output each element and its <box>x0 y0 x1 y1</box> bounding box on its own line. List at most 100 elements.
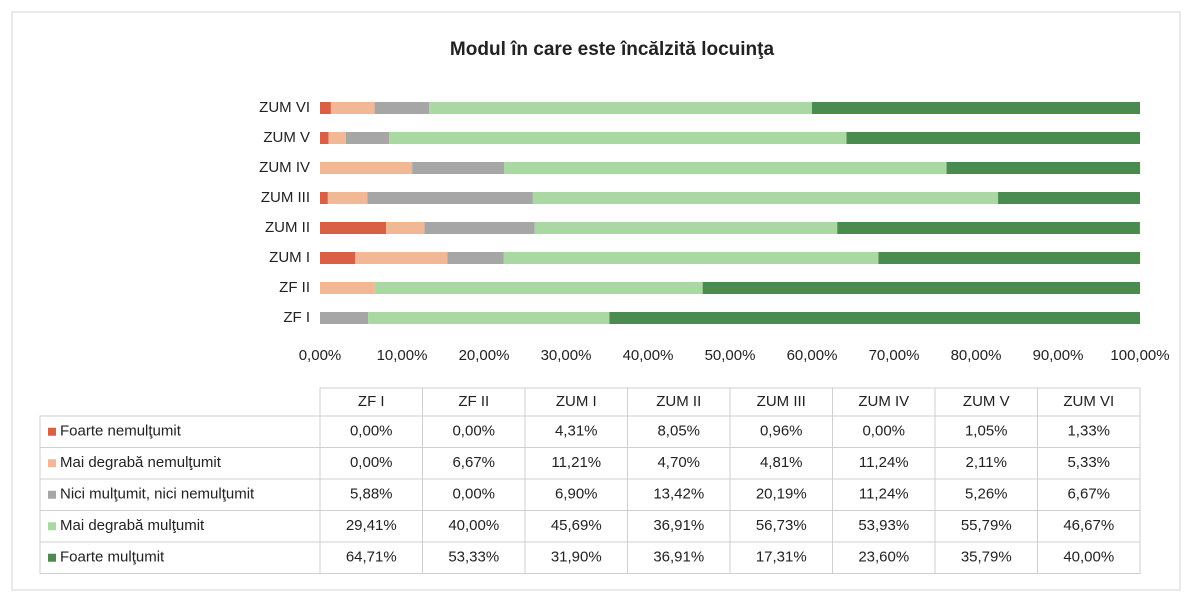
bar-segment <box>355 252 448 264</box>
legend-label: Mai degrabă mulţumit <box>60 517 205 534</box>
table-value: 46,67% <box>1063 517 1114 534</box>
table-header: ZUM II <box>656 393 701 410</box>
bar-segment <box>367 192 533 204</box>
y-tick-label: ZUM II <box>265 219 310 236</box>
bar-segment <box>878 252 1141 264</box>
x-tick-label: 100,00% <box>1110 347 1169 364</box>
table-value: 4,70% <box>657 454 700 471</box>
table-value: 0,96% <box>760 423 803 440</box>
table-value: 0,00% <box>350 423 393 440</box>
bar-segment <box>702 282 1140 294</box>
bar-segment <box>534 222 838 234</box>
table-value: 6,90% <box>555 486 598 503</box>
x-tick-label: 90,00% <box>1033 347 1084 364</box>
y-tick-label: ZUM I <box>269 249 310 266</box>
bar-segment <box>330 102 375 114</box>
legend-swatch <box>48 522 56 531</box>
x-tick-label: 20,00% <box>459 347 510 364</box>
bar-segment <box>320 102 331 114</box>
table-header: ZUM III <box>757 393 806 410</box>
table-value: 23,60% <box>858 549 909 566</box>
table-value: 1,33% <box>1067 423 1110 440</box>
bar-segment <box>327 192 368 204</box>
bar-segment <box>320 192 328 204</box>
table-value: 5,88% <box>350 486 393 503</box>
table-header: ZUM VI <box>1063 393 1114 410</box>
legend-label: Nici mulţumit, nici nemulţumit <box>60 486 255 503</box>
table-value: 36,91% <box>653 517 704 534</box>
bar-segment <box>532 192 999 204</box>
table-value: 5,33% <box>1067 454 1110 471</box>
x-tick-label: 10,00% <box>377 347 428 364</box>
table-header: ZUM I <box>556 393 597 410</box>
bar-segment <box>447 252 504 264</box>
x-tick-label: 0,00% <box>299 347 342 364</box>
table-value: 4,81% <box>760 454 803 471</box>
table-value: 36,91% <box>653 549 704 566</box>
chart-title: Modul în care este încălzită locuinţa <box>450 39 775 60</box>
bar-segment <box>320 222 387 234</box>
x-tick-label: 60,00% <box>787 347 838 364</box>
bar-segment <box>424 222 535 234</box>
table-value: 11,24% <box>859 454 909 471</box>
table-header: ZUM IV <box>858 393 909 410</box>
legend-swatch <box>48 490 56 499</box>
table-value: 6,67% <box>452 454 495 471</box>
table-value: 64,71% <box>346 549 397 566</box>
table-value: 1,05% <box>965 423 1008 440</box>
y-tick-label: ZUM III <box>261 189 310 206</box>
table-value: 53,93% <box>858 517 909 534</box>
bar-segment <box>320 132 329 144</box>
bar-segment <box>368 312 610 324</box>
bar-segment <box>609 312 1140 324</box>
table-value: 4,31% <box>555 423 598 440</box>
bar-segment <box>320 312 369 324</box>
table-value: 5,26% <box>965 486 1008 503</box>
table-value: 40,00% <box>1063 549 1114 566</box>
bar-segment <box>998 192 1140 204</box>
chart-border <box>11 11 1181 591</box>
table-value: 0,00% <box>452 423 495 440</box>
legend-label: Mai degrabă nemulţumit <box>60 454 222 471</box>
legend-swatch <box>48 427 56 436</box>
x-tick-label: 50,00% <box>705 347 756 364</box>
table-value: 31,90% <box>551 549 602 566</box>
table-value: 11,21% <box>551 454 601 471</box>
bar-segment <box>812 102 1140 114</box>
table-header: ZF I <box>358 393 385 410</box>
table-value: 13,42% <box>653 486 704 503</box>
bar-segment <box>320 252 356 264</box>
bar-segment <box>946 162 1141 174</box>
legend-label: Foarte mulţumit <box>60 549 165 566</box>
bar-segment <box>837 222 1140 234</box>
legend-swatch <box>48 553 56 562</box>
x-tick-label: 30,00% <box>541 347 592 364</box>
bar-segment <box>386 222 425 234</box>
bar-segment <box>503 252 879 264</box>
table-value: 56,73% <box>756 517 807 534</box>
table-value: 29,41% <box>346 517 397 534</box>
table-value: 11,24% <box>859 486 909 503</box>
y-tick-label: ZUM VI <box>259 99 310 116</box>
bar-segment <box>320 162 413 174</box>
y-tick-label: ZF II <box>279 279 310 296</box>
bar-segment <box>374 102 430 114</box>
bar-segment <box>389 132 847 144</box>
table-value: 35,79% <box>961 549 1012 566</box>
table-value: 0,00% <box>350 454 393 471</box>
x-tick-label: 40,00% <box>623 347 674 364</box>
legend-swatch <box>48 459 56 468</box>
table-value: 2,11% <box>966 454 1007 471</box>
bar-segment <box>429 102 812 114</box>
table-value: 8,05% <box>657 423 700 440</box>
table-value: 20,19% <box>756 486 807 503</box>
y-tick-label: ZF I <box>283 309 310 326</box>
table-header: ZF II <box>458 393 489 410</box>
bar-segment <box>345 132 390 144</box>
table-value: 55,79% <box>961 517 1012 534</box>
table-value: 0,00% <box>452 486 495 503</box>
y-tick-label: ZUM V <box>263 129 310 146</box>
table-value: 0,00% <box>862 423 905 440</box>
y-tick-label: ZUM IV <box>259 159 310 176</box>
